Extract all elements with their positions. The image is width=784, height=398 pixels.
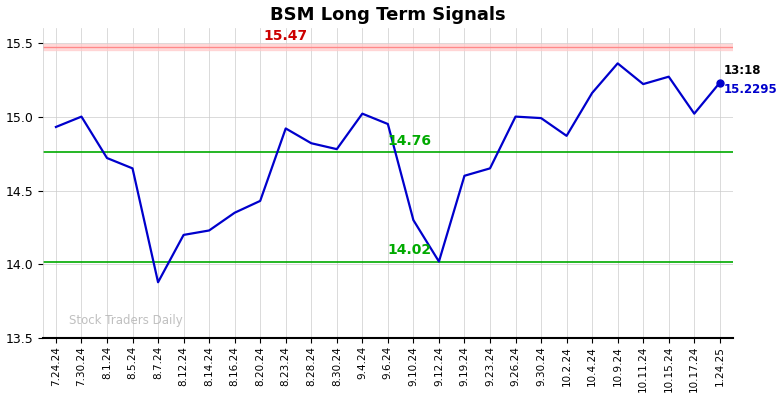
- Text: 15.2295: 15.2295: [724, 83, 778, 96]
- Text: 14.76: 14.76: [388, 134, 432, 148]
- Text: 13:18: 13:18: [724, 64, 761, 77]
- Text: Stock Traders Daily: Stock Traders Daily: [69, 314, 183, 327]
- Text: 15.47: 15.47: [263, 29, 308, 43]
- Title: BSM Long Term Signals: BSM Long Term Signals: [270, 6, 506, 23]
- Text: 14.02: 14.02: [388, 243, 432, 257]
- Bar: [43, 45, 732, 50]
